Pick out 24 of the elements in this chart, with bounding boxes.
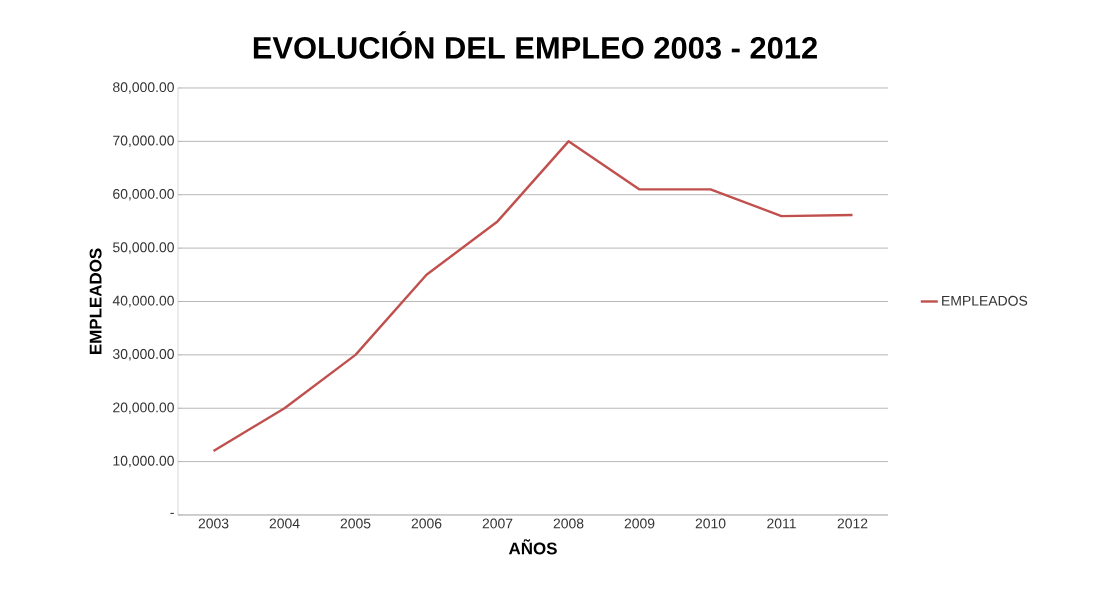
x-tick-label: 2004 (269, 518, 300, 529)
y-tick-label: 20,000.00 (113, 402, 174, 414)
chart-title: EVOLUCIÓN DEL EMPLEO 2003 - 2012 (253, 31, 817, 59)
line-series (212, 140, 854, 453)
x-tick-label: 2009 (624, 518, 655, 529)
x-tick-label: 2008 (553, 518, 584, 529)
legend-label: EMPLEADOS (942, 295, 1028, 306)
y-tick-label: 30,000.00 (112, 349, 174, 361)
y-axis-title: EMPLEADOS (89, 248, 102, 354)
y-tick-label: - (170, 512, 174, 514)
y-tick-label: 40,000.00 (112, 295, 174, 308)
x-tick-label: 2011 (767, 518, 796, 529)
x-tick-label: 2006 (411, 518, 442, 529)
y-tick-label: 50,000.00 (113, 242, 174, 254)
y-tick-label: 10,000.00 (113, 455, 174, 468)
x-tick-label: 2003 (198, 518, 229, 529)
y-tick-label: 70,000.00 (113, 135, 174, 148)
x-tick-label: 2010 (695, 518, 726, 529)
x-tick-label: 2007 (482, 518, 513, 529)
x-tick-label: 2012 (837, 518, 868, 529)
x-axis-title: AÑOS (508, 539, 557, 555)
y-tick-label: 60,000.00 (113, 188, 174, 201)
y-tick-label: 80,000.00 (113, 82, 174, 94)
x-tick-label: 2005 (340, 518, 371, 529)
